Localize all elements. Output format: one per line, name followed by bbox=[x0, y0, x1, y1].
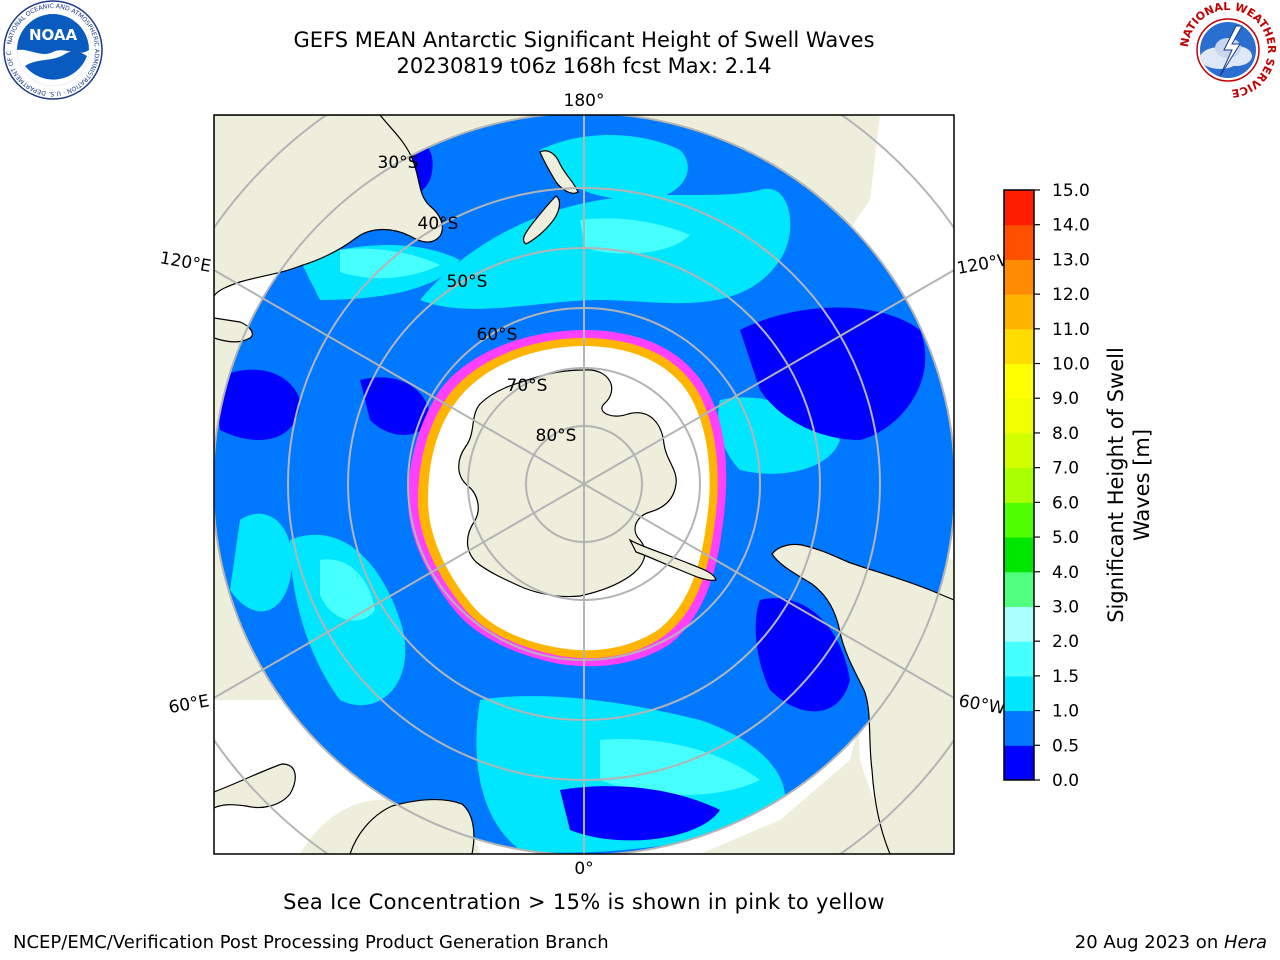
colorbar-segment bbox=[1004, 502, 1034, 538]
footer-date: 20 Aug 2023 on Hera bbox=[1075, 932, 1267, 953]
colorbar-segment bbox=[1004, 537, 1034, 573]
colorbar-segment bbox=[1004, 710, 1034, 746]
africa bbox=[349, 798, 475, 854]
colorbar-segment bbox=[1004, 675, 1034, 712]
colorbar-segment bbox=[1004, 224, 1034, 260]
antarctic-peninsula bbox=[628, 538, 717, 581]
footer-host: Hera bbox=[1223, 932, 1267, 953]
colorbar-tick-label: 1.0 bbox=[1052, 702, 1079, 722]
meridian-label-120e: 120°E bbox=[158, 248, 212, 277]
colorbar-tick-label: 1.5 bbox=[1052, 667, 1079, 687]
colorbar-frame bbox=[1003, 189, 1035, 781]
antarctica bbox=[458, 369, 677, 598]
chart-title: GEFS MEAN Antarctic Significant Height o… bbox=[293, 28, 875, 52]
parallel-label-70s: 70°S bbox=[507, 376, 548, 396]
colorbar-tick-label: 0.0 bbox=[1052, 771, 1079, 791]
colorbar-segment bbox=[1004, 398, 1034, 434]
noaa-logo: NOAA NATIONAL OCEANIC AND ATMOSPHERIC AD… bbox=[3, 0, 103, 100]
colorbar-segment bbox=[1004, 363, 1034, 399]
nws-logo: NATIONAL WEATHER SERVICE bbox=[1178, 0, 1278, 100]
colorbar-segment bbox=[1004, 294, 1034, 330]
colorbar-tick-label: 15.0 bbox=[1052, 181, 1090, 201]
meridian-label-60w: 60°W bbox=[957, 691, 1007, 719]
colorbar-tick-label: 11.0 bbox=[1052, 320, 1090, 340]
colorbar-tick-label: 2.0 bbox=[1052, 632, 1079, 652]
low-swell-east bbox=[740, 307, 926, 440]
footer-date-text: 20 Aug 2023 on bbox=[1074, 932, 1224, 953]
colorbar-tick-label: 5.0 bbox=[1052, 528, 1079, 548]
footer-credit: NCEP/EMC/Verification Post Processing Pr… bbox=[13, 932, 609, 953]
colorbar-tick-label: 3.0 bbox=[1052, 597, 1079, 617]
colorbar-tick-label: 7.0 bbox=[1052, 459, 1079, 479]
colorbar-tick-label: 6.0 bbox=[1052, 493, 1079, 513]
parallel-label-80s: 80°S bbox=[536, 426, 577, 446]
map-frame bbox=[213, 114, 955, 855]
colorbar-title-line2: Waves [m] bbox=[1130, 428, 1154, 542]
parallel-label-60s: 60°S bbox=[477, 325, 518, 345]
parallel-label-30s: 30°S bbox=[378, 153, 419, 173]
noaa-logo-text: NOAA bbox=[29, 26, 78, 44]
parallel-label-40s: 40°S bbox=[418, 214, 459, 234]
colorbar-segment bbox=[1004, 432, 1034, 469]
colorbar-segment bbox=[1004, 571, 1034, 607]
map-area bbox=[214, 115, 954, 854]
colorbar-title-line1: Significant Height of Swell bbox=[1104, 347, 1128, 623]
sea-ice-note: Sea Ice Concentration > 15% is shown in … bbox=[283, 890, 885, 914]
colorbar-tick-label: 12.0 bbox=[1052, 285, 1090, 305]
colorbar-tick-label: 0.5 bbox=[1052, 736, 1079, 756]
colorbar-tick-label: 10.0 bbox=[1052, 355, 1090, 375]
colorbar-segment bbox=[1004, 641, 1034, 677]
colorbar-tick-label: 13.0 bbox=[1052, 250, 1090, 270]
meridian-label-0: 0° bbox=[574, 859, 593, 879]
south-america bbox=[771, 543, 954, 854]
parallel-label-50s: 50°S bbox=[447, 272, 488, 292]
colorbar-tick-label: 8.0 bbox=[1052, 424, 1079, 444]
colorbar-tick-label: 14.0 bbox=[1052, 216, 1090, 236]
graticule bbox=[214, 115, 954, 854]
colorbar-segment bbox=[1004, 190, 1034, 226]
colorbar-segment bbox=[1004, 467, 1034, 503]
colorbar-tick-label: 4.0 bbox=[1052, 563, 1079, 583]
chart-subtitle: 20230819 t06z 168h fcst Max: 2.14 bbox=[396, 54, 772, 78]
low-swell-west bbox=[214, 369, 300, 440]
colorbar: 0.0 0.5 1.0 1.5 2.0 3.0 4.0 5.0 6.0 7.0 8.0 9.0 10.0… bbox=[1003, 181, 1090, 791]
swell-band-indian bbox=[230, 513, 292, 612]
colorbar-segment bbox=[1004, 606, 1034, 642]
meridian-label-60e: 60°E bbox=[167, 691, 211, 718]
meridian-label-180: 180° bbox=[564, 91, 605, 111]
colorbar-segment bbox=[1004, 328, 1034, 365]
madagascar bbox=[214, 763, 296, 809]
colorbar-tick-label: 9.0 bbox=[1052, 389, 1079, 409]
colorbar-segment bbox=[1004, 745, 1034, 781]
new-zealand bbox=[539, 150, 579, 194]
colorbar-segment bbox=[1004, 259, 1034, 295]
